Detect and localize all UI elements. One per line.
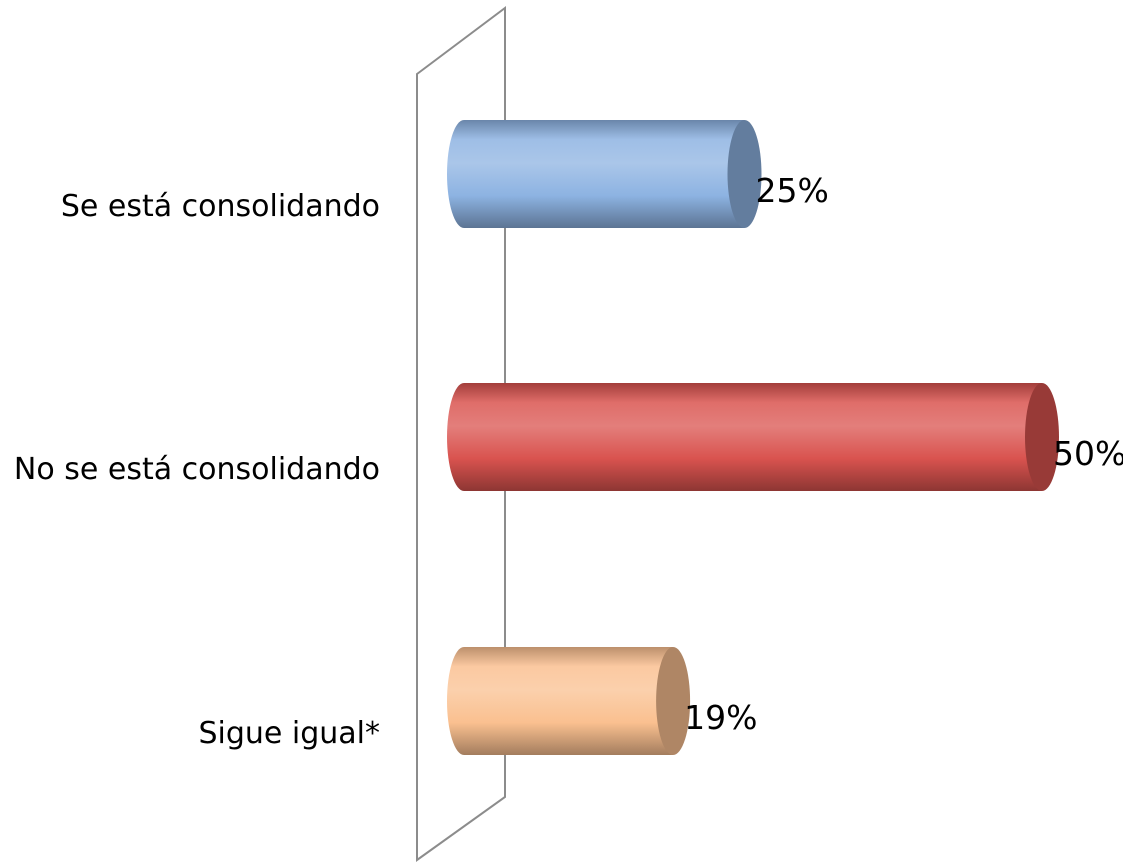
bar-1 <box>447 120 762 228</box>
bar-2 <box>447 383 1059 491</box>
category-label: Sigue igual* <box>198 716 380 751</box>
bar-body <box>447 383 1042 491</box>
bar-body <box>447 120 745 228</box>
value-label: 19% <box>684 698 757 737</box>
bar-cap <box>727 120 762 228</box>
value-label: 50% <box>1053 434 1123 473</box>
category-label: Se está consolidando <box>61 189 380 224</box>
bar-3 <box>447 647 691 755</box>
chart-wall <box>416 6 506 862</box>
value-label: 25% <box>756 171 829 210</box>
category-label: No se está consolidando <box>14 452 380 487</box>
bar-body <box>447 647 674 755</box>
bar-cap <box>1025 383 1059 491</box>
bar-cap <box>656 647 691 755</box>
